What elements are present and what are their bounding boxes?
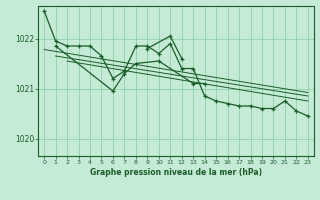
X-axis label: Graphe pression niveau de la mer (hPa): Graphe pression niveau de la mer (hPa) [90,168,262,177]
